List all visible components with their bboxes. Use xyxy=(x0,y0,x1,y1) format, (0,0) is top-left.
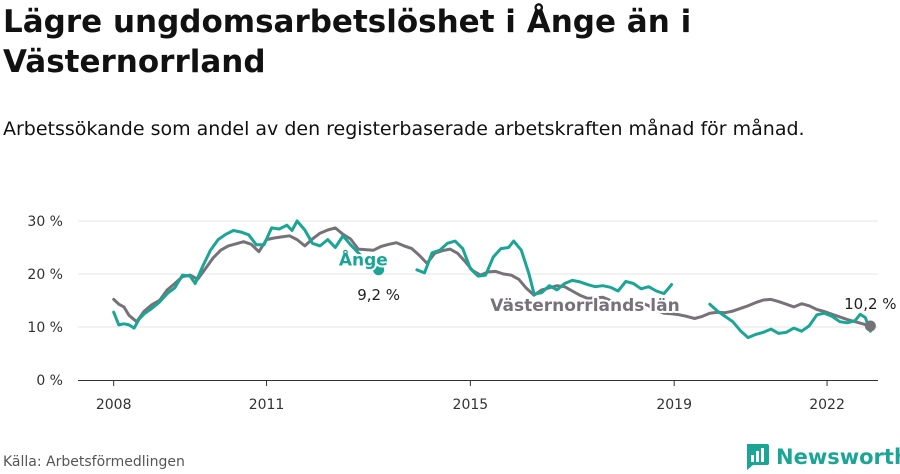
series-line-lan xyxy=(112,226,872,328)
series-name-label-lan: Västernorrlands län xyxy=(490,296,679,316)
x-tick-label: 2022 xyxy=(809,397,845,413)
series-line-ange xyxy=(415,239,674,296)
end-dot-lan xyxy=(864,320,876,332)
series-name-label-ange: Ånge xyxy=(339,248,388,271)
x-tick-label: 2019 xyxy=(656,397,692,413)
end-value-label-lan: 10,2 % xyxy=(844,295,896,313)
brand-logo[interactable]: Newsworthy xyxy=(744,440,900,474)
end-value-label-ange: 9,2 % xyxy=(357,286,400,304)
source-note: Källa: Arbetsförmedlingen xyxy=(3,454,185,470)
y-axis-ticks: 0 % 10 % 20 % 30 % xyxy=(27,214,63,389)
y-tick-label: 20 % xyxy=(27,267,63,283)
end-dot-ange xyxy=(373,264,385,276)
x-tick-label: 2015 xyxy=(453,397,489,413)
chart-subtitle: Arbetssökande som andel av den registerb… xyxy=(3,118,805,140)
series-labels: 10,2 % 9,2 % Ånge Västernorrlands län xyxy=(337,246,897,319)
brand-name: Newsworthy xyxy=(776,445,900,469)
y-tick-label: 30 % xyxy=(27,214,63,230)
x-axis: 2008 2011 2015 2019 2022 xyxy=(78,380,878,413)
series-line-ange xyxy=(112,219,381,330)
x-tick-label: 2008 xyxy=(96,397,132,413)
y-tick-label: 10 % xyxy=(27,320,63,336)
chart-title: Lägre ungdomsarbetslöshet i Ånge än i Vä… xyxy=(3,4,692,80)
x-tick-label: 2011 xyxy=(249,397,285,413)
y-tick-label: 0 % xyxy=(36,373,63,389)
newsworthy-logo-icon xyxy=(747,444,769,470)
series-line-ange xyxy=(708,302,872,340)
series-lines xyxy=(112,219,876,340)
